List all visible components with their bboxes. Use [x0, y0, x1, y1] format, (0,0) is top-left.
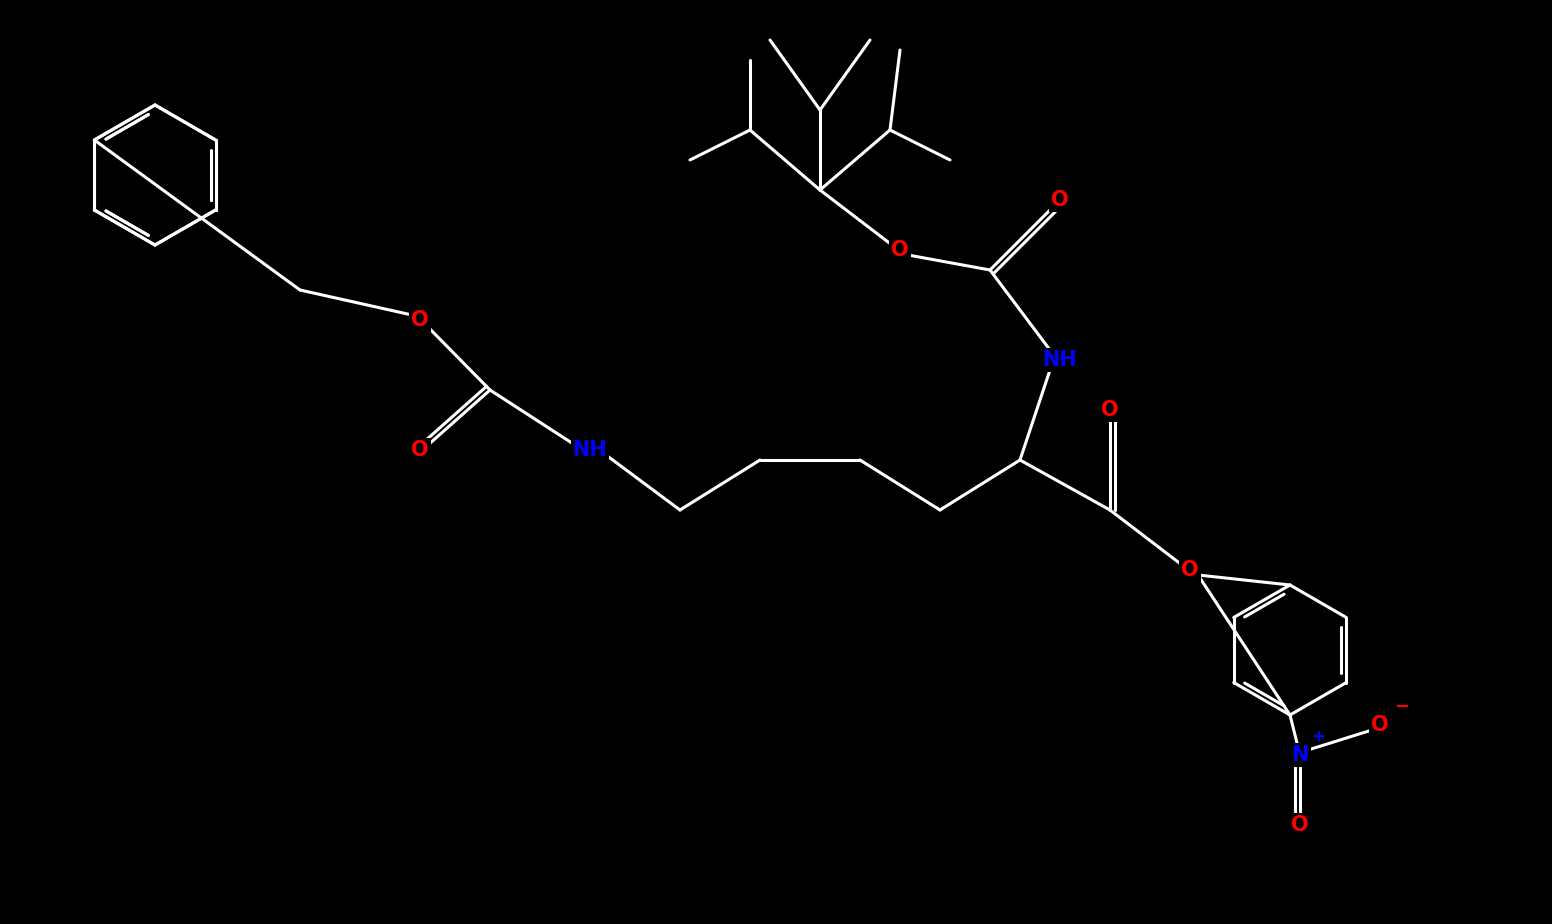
- Text: NH: NH: [573, 440, 607, 460]
- Text: O: O: [1051, 190, 1069, 210]
- Text: N: N: [1291, 745, 1308, 765]
- Text: O: O: [1181, 560, 1198, 580]
- Text: O: O: [1291, 815, 1308, 835]
- Text: NH: NH: [1043, 350, 1077, 370]
- Text: O: O: [411, 440, 428, 460]
- Text: −: −: [1394, 698, 1409, 716]
- Text: O: O: [411, 310, 428, 330]
- Text: O: O: [1102, 400, 1119, 420]
- Text: +: +: [1311, 728, 1325, 746]
- Text: O: O: [891, 240, 909, 260]
- Text: O: O: [1370, 715, 1389, 735]
